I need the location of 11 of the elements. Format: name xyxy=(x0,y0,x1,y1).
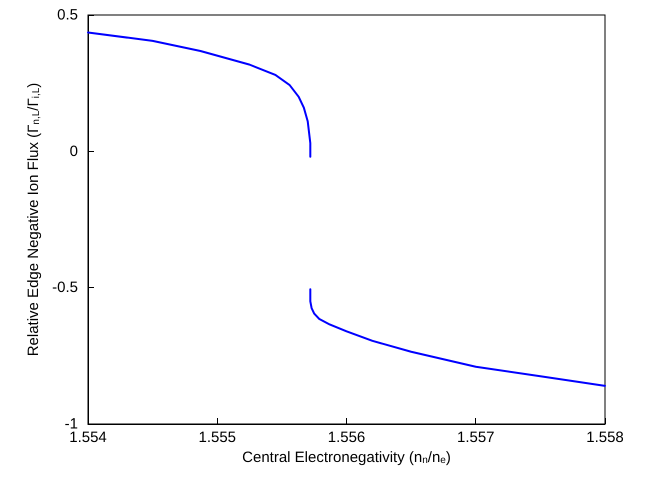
y-tick-label: 0 xyxy=(70,142,78,160)
line-series xyxy=(309,288,606,387)
x-tick-label: 1.557 xyxy=(456,429,495,446)
line-series xyxy=(87,31,312,158)
x-tick-label: 1.555 xyxy=(198,429,236,446)
x-tick-label: 1.556 xyxy=(328,429,366,446)
x-axis-title: Central Electronegativity (nn/ne) xyxy=(242,448,451,466)
y-tick-label: 0.5 xyxy=(57,6,78,24)
y-tick-label: -0.5 xyxy=(52,279,78,296)
x-tick-label: 1.558 xyxy=(586,429,624,446)
y-axis-title: Relative Edge Negative Ion Flux (Γn,L/Γi,L) xyxy=(24,82,42,356)
